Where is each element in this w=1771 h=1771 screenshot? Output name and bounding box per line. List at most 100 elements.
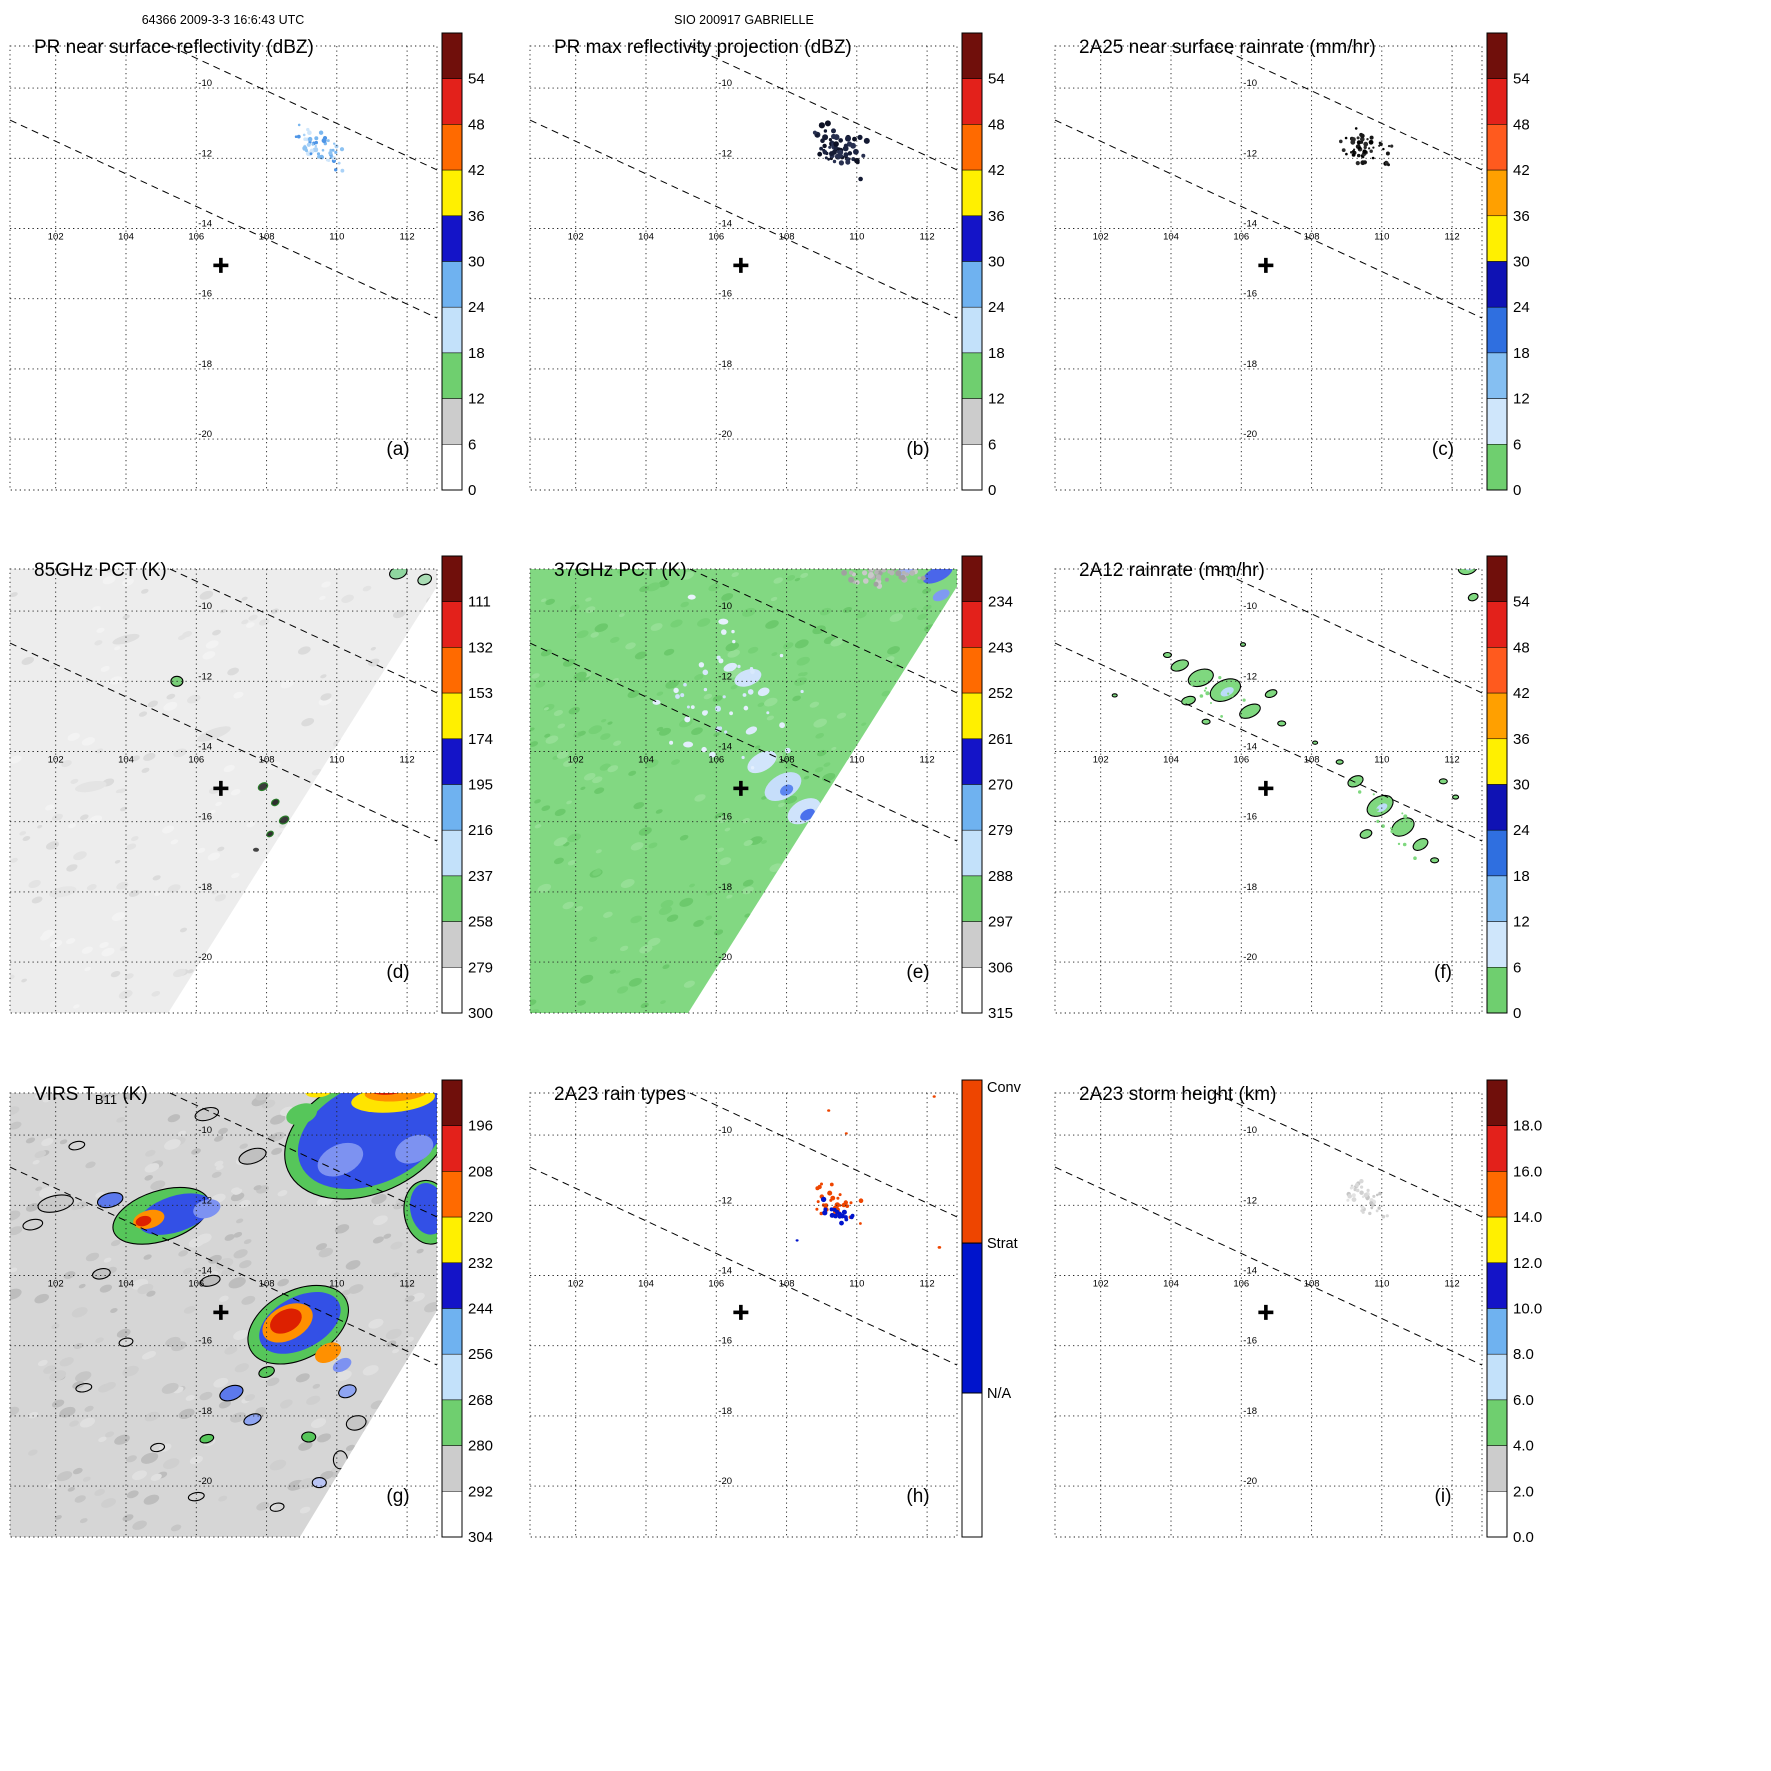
svg-text:110: 110: [849, 1279, 864, 1290]
storm-center-marker: [733, 780, 749, 796]
data-speckle: [669, 740, 674, 745]
data-speckle: [750, 669, 755, 675]
svg-text:104: 104: [638, 232, 654, 243]
data-blob: [315, 1342, 342, 1364]
data-speckle: [1375, 1209, 1379, 1213]
colorbar-label: 243: [988, 639, 1013, 656]
map-data-layer: [812, 120, 870, 182]
panel-letter: (h): [906, 1486, 929, 1507]
panel-title: 2A23 rain types: [554, 1084, 686, 1105]
data-blob: [932, 1095, 936, 1098]
data-speckle: [1350, 151, 1353, 154]
colorbar-label: 6.0: [1513, 1392, 1534, 1409]
colorbar: 196 208 220 232 244 256 268 280 292 304: [441, 1079, 493, 1546]
data-speckle: [1366, 138, 1369, 141]
data-speckle: [1212, 690, 1216, 694]
data-blob: [270, 1308, 302, 1334]
data-speckle: [858, 1198, 864, 1203]
data-speckle: [875, 574, 882, 580]
data-speckle: [337, 161, 341, 165]
colorbar-label: 256: [468, 1346, 493, 1363]
data-speckle: [309, 148, 315, 154]
data-blob: [1335, 759, 1344, 765]
data-blob: [194, 1106, 220, 1122]
data-blob: [1239, 703, 1261, 719]
data-speckle: [865, 565, 868, 568]
colorbar-label: Strat: [987, 1236, 1018, 1252]
data-speckle: [839, 154, 844, 158]
svg-text:-10: -10: [718, 1125, 732, 1136]
panel-letter: (b): [906, 439, 929, 460]
svg-text:-20: -20: [718, 429, 732, 440]
colorbar-label: N/A: [987, 1386, 1012, 1402]
data-speckle: [849, 570, 853, 575]
svg-text:-12: -12: [1243, 1195, 1257, 1206]
colorbar-label: 48: [468, 116, 485, 133]
data-blob: [1162, 651, 1173, 659]
data-speckle: [1390, 829, 1394, 834]
swath-edge-lines: [9, 568, 438, 842]
panel-h-2a23-rain-types: 102 104 106 108 110 112 -10 -12 -14 -16 -18 -20 2A23…: [529, 1079, 1022, 1538]
data-speckle: [340, 168, 345, 173]
data-blob: [332, 1357, 352, 1373]
data-speckle: [721, 629, 727, 635]
data-speckle: [698, 662, 705, 668]
data-blob: [1438, 778, 1448, 785]
colorbar-label: 315: [988, 1005, 1013, 1022]
data-speckle: [849, 564, 854, 569]
data-speckle: [818, 122, 825, 129]
data-speckle: [850, 142, 856, 149]
data-blob: [22, 1218, 44, 1231]
svg-text:112: 112: [1445, 1279, 1460, 1290]
data-blob: [219, 1384, 244, 1402]
data-speckle: [309, 152, 313, 156]
data-speckle: [1360, 1185, 1364, 1189]
data-speckle: [1361, 1195, 1365, 1199]
data-speckle: [1353, 148, 1356, 151]
data-blob: [1239, 642, 1247, 647]
data-speckle: [863, 137, 870, 144]
data-speckle: [1402, 842, 1407, 847]
data-blob: [68, 1140, 86, 1151]
map-data-layer: [10, 1093, 437, 1537]
data-speckle: [815, 133, 819, 138]
axis-tick-labels: 102 104 106 108 110 112 -10 -12 -14 -16 -18 -20: [568, 601, 935, 963]
panel-title: PR near surface reflectivity (dBZ): [34, 37, 314, 58]
svg-text:-20: -20: [1243, 429, 1257, 440]
data-blob: [937, 1246, 942, 1249]
data-speckle: [822, 143, 827, 149]
data-speckle: [884, 577, 889, 582]
data-speckle: [1376, 808, 1379, 812]
data-speckle: [316, 152, 321, 156]
colorbar-label: 279: [468, 959, 493, 976]
svg-text:-16: -16: [1243, 289, 1257, 300]
swath-edge-lines: [529, 568, 958, 842]
svg-text:102: 102: [48, 755, 64, 766]
data-speckle: [1354, 127, 1358, 130]
colorbar: Conv Strat N/A: [961, 1079, 1022, 1538]
colorbar-label: Conv: [987, 1080, 1022, 1096]
data-speckle: [1351, 1193, 1356, 1198]
data-speckle: [314, 144, 317, 148]
colorbar-label: 111: [468, 594, 491, 611]
data-speckle: [820, 1196, 827, 1203]
swath-edge-lines: [529, 45, 958, 319]
data-speckle: [302, 145, 308, 151]
colorbar-label: 237: [468, 868, 493, 885]
data-speckle: [327, 158, 331, 162]
svg-text:112: 112: [400, 232, 415, 243]
svg-text:-12: -12: [198, 148, 212, 159]
data-blob: [1170, 659, 1189, 672]
svg-text:-10: -10: [718, 601, 732, 612]
svg-text:-16: -16: [198, 812, 212, 823]
colorbar-label: 12: [988, 391, 1005, 408]
panel-a-pr-near-surface-reflectivity: 102 104 106 108 110 112 -10 -12 -14 -16 -18 -20 PR n…: [9, 32, 485, 499]
data-speckle: [874, 569, 881, 572]
svg-text:-14: -14: [198, 219, 212, 230]
colorbar-label: 0.0: [1513, 1529, 1534, 1546]
data-speckle: [1368, 147, 1371, 150]
colorbar: 54 48 42 36 30 24 18 12 6 0: [441, 32, 485, 499]
storm-center-marker: [1258, 1304, 1274, 1320]
data-speckle: [703, 687, 708, 692]
svg-text:106: 106: [188, 755, 204, 766]
